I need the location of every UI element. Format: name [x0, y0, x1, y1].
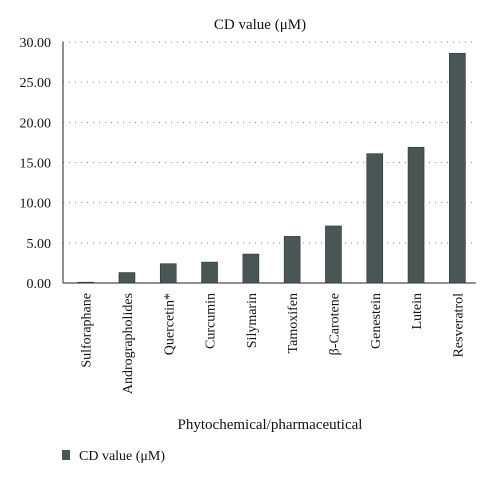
bar: [366, 153, 384, 284]
x-tick-label: Quercetin*: [162, 293, 177, 355]
bar: [201, 261, 218, 284]
x-tick-labels: Sulforaphane Andrographolides Quercetin* Cu…: [80, 293, 467, 394]
x-axis-title: Phytochemical/pharmaceutical: [178, 417, 363, 433]
y-tick-label: 30.00: [20, 36, 52, 51]
x-tick-label: Genestein: [369, 293, 384, 349]
y-tick-label: 25.00: [20, 76, 52, 91]
legend: CD value (μM): [62, 449, 165, 464]
bar: [407, 146, 425, 284]
x-tick-label: Andrographolides: [121, 293, 136, 394]
bar: [242, 253, 260, 284]
bar: [159, 263, 177, 284]
x-tick-label: Sulforaphane: [80, 293, 95, 368]
bars: [77, 52, 466, 284]
x-tick-label: Curcumin: [204, 293, 219, 349]
x-tick-label: Silymarin: [245, 293, 260, 348]
y-tick-label: 15.00: [20, 157, 52, 172]
x-tick-label: Lutein: [410, 293, 425, 330]
bar: [449, 52, 466, 284]
bar: [77, 281, 94, 284]
chart-title: CD value (μM): [214, 17, 306, 33]
y-tick-label: 5.00: [27, 237, 52, 252]
bar: [325, 225, 342, 284]
legend-label: CD value (μM): [79, 449, 165, 464]
x-tick-label: β-Carotene: [327, 293, 342, 355]
x-tick-label: Resveratrol: [451, 293, 466, 358]
y-tick-label: 10.00: [20, 197, 52, 212]
y-tick-label: 0.00: [27, 277, 52, 292]
y-tick-labels: 0.00 5.00 10.00 15.00 20.00 25.00 30.00: [20, 36, 52, 292]
y-tick-label: 20.00: [20, 116, 52, 131]
bar: [118, 272, 136, 284]
legend-swatch: [62, 450, 70, 460]
x-tick-label: Tamoxifen: [286, 293, 301, 353]
bar: [283, 236, 301, 284]
